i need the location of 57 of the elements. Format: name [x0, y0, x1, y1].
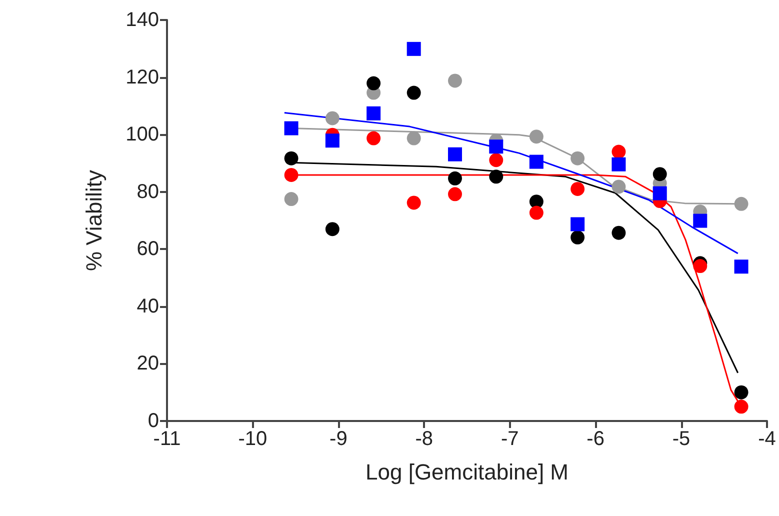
point — [734, 260, 748, 274]
y-tick-label: 40 — [136, 295, 159, 318]
y-tick-label: 120 — [126, 66, 159, 88]
point — [325, 134, 340, 148]
point — [325, 222, 340, 236]
point — [489, 140, 504, 154]
point — [570, 217, 585, 232]
x-tick-label: -9 — [330, 428, 348, 450]
point — [448, 74, 462, 88]
x-tick-label: -10 — [238, 428, 268, 450]
point — [406, 196, 421, 210]
point — [652, 167, 667, 182]
point — [448, 187, 462, 202]
y-tick-label: 80 — [136, 180, 159, 203]
point — [570, 151, 585, 166]
point — [693, 259, 708, 274]
point — [406, 42, 421, 56]
point — [570, 230, 585, 244]
y-tick-label: 20 — [136, 352, 159, 375]
point — [529, 130, 544, 144]
point — [366, 131, 381, 146]
x-axis-title: Log [Gemcitabine] M — [366, 460, 568, 484]
y-tick-label: 100 — [126, 124, 159, 146]
y-axis-title: % Viability — [82, 170, 106, 272]
x-tick-label: -4 — [758, 428, 776, 450]
point — [489, 170, 504, 184]
point — [612, 180, 626, 194]
point — [448, 171, 462, 186]
point — [529, 154, 544, 169]
point — [284, 192, 298, 206]
point — [570, 182, 585, 196]
x-tick-label: -7 — [500, 428, 519, 450]
point — [529, 206, 544, 220]
x-tick-label: -5 — [672, 428, 690, 450]
point — [448, 147, 462, 162]
point — [734, 385, 748, 400]
point — [489, 153, 504, 168]
y-tick-label: 140 — [126, 9, 159, 31]
point — [406, 131, 421, 146]
x-tick-label: -6 — [586, 428, 604, 450]
point — [612, 144, 626, 159]
point — [284, 168, 298, 182]
point — [366, 106, 381, 120]
point — [529, 194, 544, 209]
point — [612, 157, 626, 172]
point — [734, 400, 748, 414]
point — [325, 111, 340, 126]
point — [284, 151, 298, 166]
point — [734, 196, 748, 211]
point — [693, 214, 708, 228]
point — [612, 226, 626, 240]
x-tick-label: -8 — [415, 428, 434, 450]
point — [652, 186, 667, 200]
point — [284, 121, 298, 136]
y-tick-label: 60 — [136, 238, 159, 260]
point — [366, 76, 381, 90]
point — [406, 86, 421, 100]
